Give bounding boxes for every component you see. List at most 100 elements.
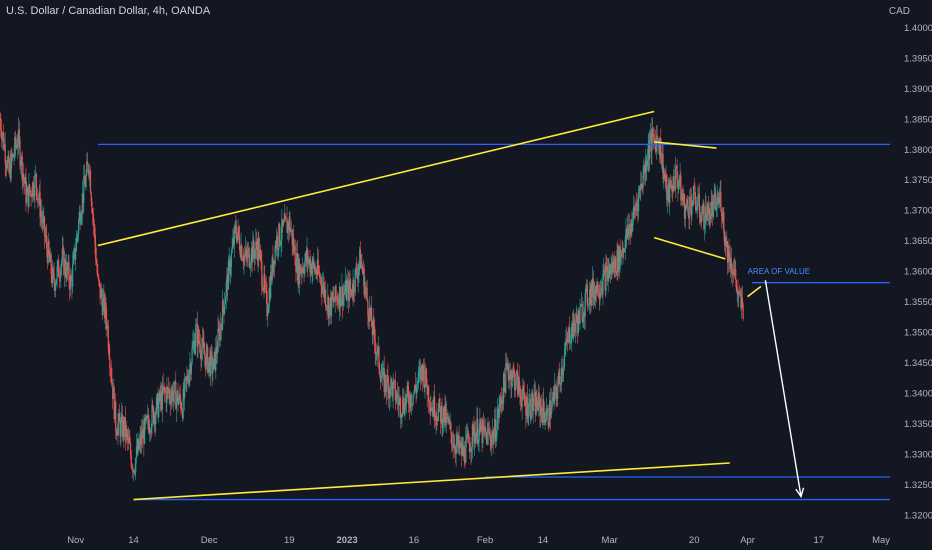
candle-body xyxy=(641,187,643,189)
candle-body xyxy=(145,416,147,422)
candle-body xyxy=(356,274,359,280)
candle-body xyxy=(532,406,534,411)
candle-body xyxy=(678,185,680,187)
candle-body xyxy=(184,379,186,398)
candle-body xyxy=(718,195,721,205)
candle-body xyxy=(89,170,91,174)
candle-body xyxy=(692,201,694,206)
candle-body xyxy=(568,327,570,333)
candle-body xyxy=(365,287,367,289)
candle-body xyxy=(248,248,250,267)
arrow-head xyxy=(795,487,805,499)
candle-body xyxy=(523,391,525,402)
candle-body xyxy=(19,140,21,166)
upper-trendline[interactable] xyxy=(97,110,655,247)
candle-body xyxy=(345,280,347,301)
candle-body xyxy=(108,348,110,357)
candle-body xyxy=(322,286,324,293)
projection-arrow[interactable] xyxy=(764,280,802,497)
annotation-label: AREA OF VALUE xyxy=(748,267,811,276)
candle-body xyxy=(575,314,577,324)
candle-body xyxy=(717,197,719,201)
candle-body xyxy=(423,365,425,389)
candle-body xyxy=(130,454,132,467)
candle-body xyxy=(392,381,394,398)
candle-body xyxy=(580,304,582,308)
candle-body xyxy=(62,248,64,250)
candle-body xyxy=(612,259,614,273)
candle-body xyxy=(274,245,276,265)
candle-body xyxy=(399,398,401,400)
candle-body xyxy=(149,430,152,433)
candle-body xyxy=(93,223,95,228)
candle-body xyxy=(262,289,264,291)
candle-body xyxy=(589,289,591,305)
candle-body xyxy=(660,138,662,164)
candle-body xyxy=(457,435,459,446)
candle-body xyxy=(520,391,522,402)
candle-body xyxy=(572,314,574,337)
lower-trendline[interactable] xyxy=(133,462,730,501)
candle-body xyxy=(690,200,692,215)
candle-body xyxy=(692,185,695,206)
candle-body xyxy=(443,406,445,423)
candle-body xyxy=(525,396,528,416)
candle-body xyxy=(546,410,548,420)
candle-body xyxy=(497,408,499,418)
candle-body xyxy=(66,263,68,279)
candle-body xyxy=(361,262,363,269)
candle-body xyxy=(324,289,326,297)
x-tick-label: Mar xyxy=(601,535,617,546)
candle-body xyxy=(601,287,603,295)
candle-body xyxy=(413,392,415,395)
candle-body xyxy=(46,248,49,264)
candle-body xyxy=(707,203,709,209)
candle-body xyxy=(484,427,486,433)
candle-body xyxy=(53,274,55,284)
candle-body xyxy=(667,184,669,192)
candle-body xyxy=(652,128,654,137)
candle-body xyxy=(580,303,583,305)
candle-body xyxy=(58,276,60,278)
candle-body xyxy=(273,260,276,265)
candle-body xyxy=(493,435,495,444)
y-tick-label: 1.34000 xyxy=(904,388,932,399)
candle-body xyxy=(187,375,189,381)
y-tick-label: 1.34500 xyxy=(904,358,932,369)
candle-body xyxy=(69,281,71,290)
candle-body xyxy=(347,280,349,286)
candle-body xyxy=(55,279,57,285)
y-tick-label: 1.35000 xyxy=(904,328,932,339)
candle-body xyxy=(719,192,721,196)
candle-body xyxy=(37,198,39,201)
candle-body xyxy=(60,267,62,278)
candle-body xyxy=(698,194,700,215)
flag-bottom-line[interactable] xyxy=(653,236,726,260)
candle-body xyxy=(706,203,709,221)
candle-body xyxy=(278,223,280,250)
candle-body xyxy=(520,401,522,408)
candle-body xyxy=(426,385,428,395)
candle-body xyxy=(397,398,399,405)
candle-body xyxy=(683,194,686,219)
candle-body xyxy=(101,298,103,315)
retest-segment[interactable] xyxy=(747,285,762,298)
candle-body xyxy=(419,368,421,372)
flag-top-line[interactable] xyxy=(654,141,717,149)
candle-body xyxy=(505,363,508,367)
candle-body xyxy=(260,253,262,261)
candle-body xyxy=(161,385,164,410)
candle-body xyxy=(167,387,169,393)
candle-body xyxy=(21,155,23,182)
candle-body xyxy=(710,201,712,220)
candle-body xyxy=(229,259,231,275)
candle-body xyxy=(67,262,69,271)
candle-body xyxy=(560,383,562,385)
candle-body xyxy=(591,278,594,297)
candle-body xyxy=(299,264,301,274)
candle-body xyxy=(290,230,292,232)
candle-body xyxy=(424,384,426,389)
candle-body xyxy=(457,435,459,446)
candle-body xyxy=(742,304,744,319)
